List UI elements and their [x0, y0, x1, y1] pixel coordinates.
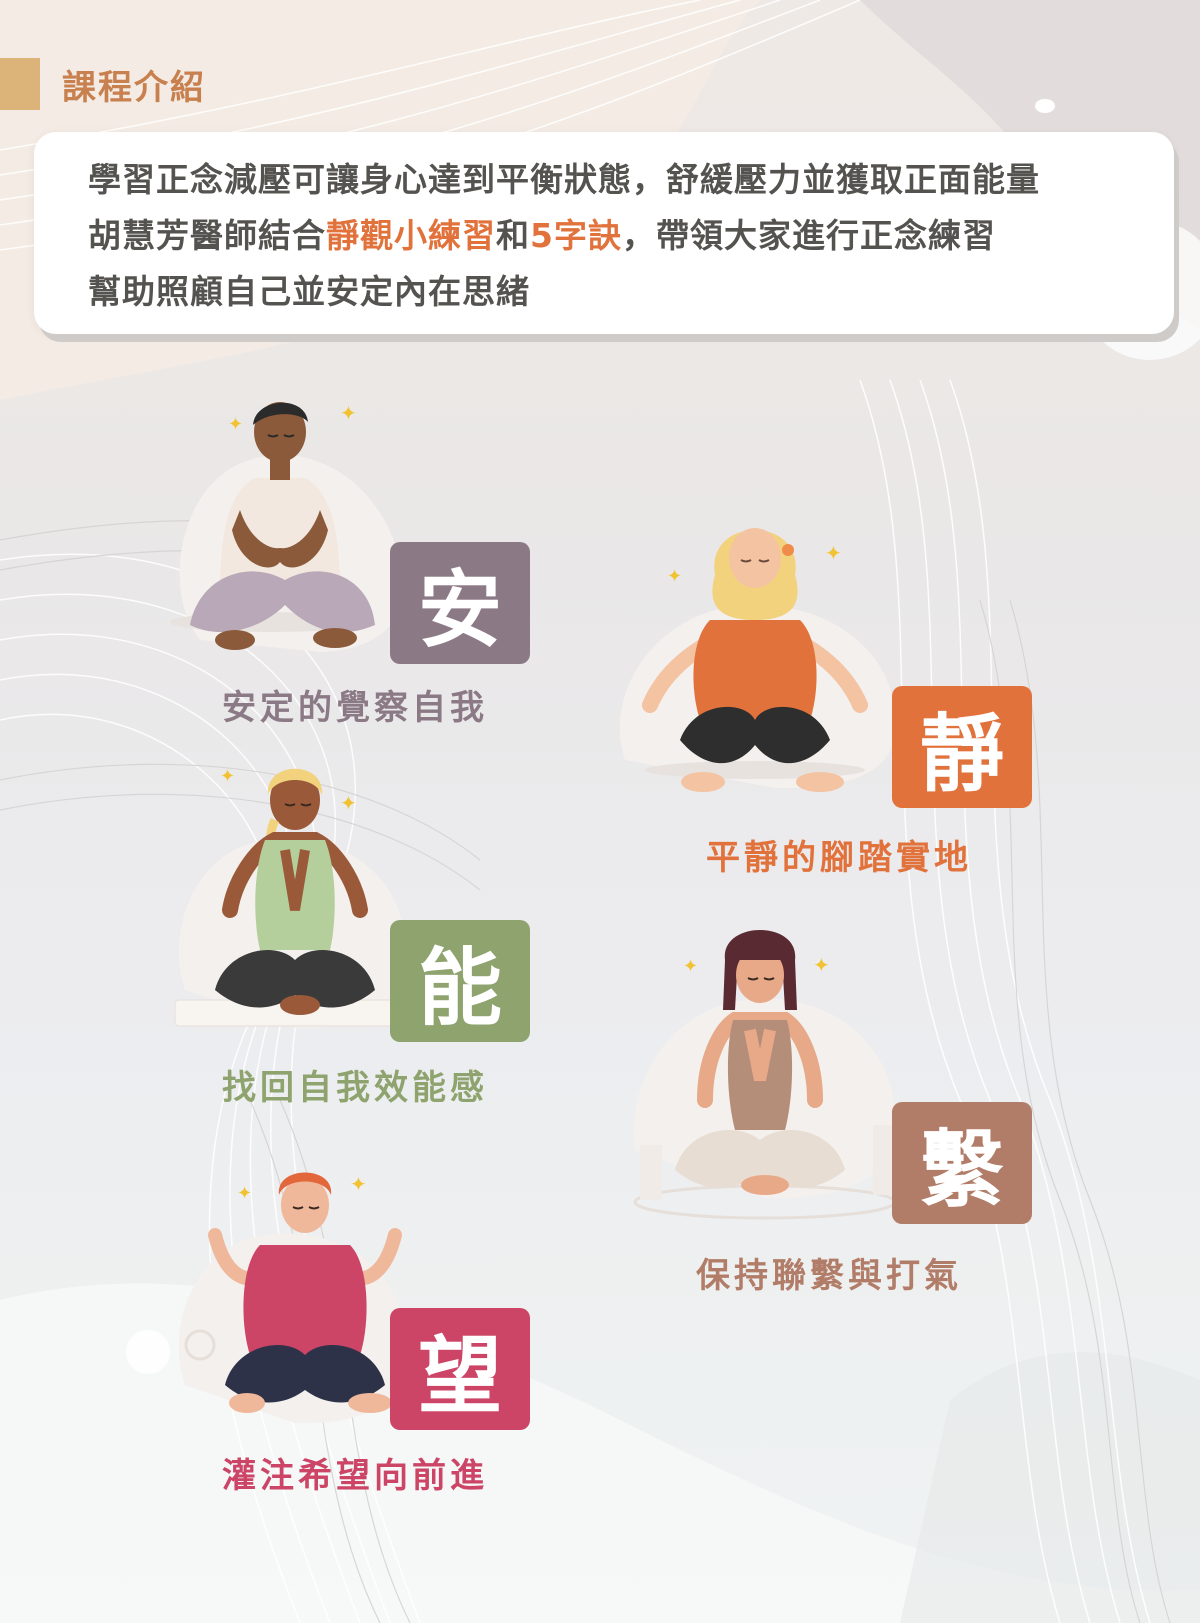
key-caption-wang: 灌注希望向前進: [222, 1456, 488, 1496]
svg-text:✦: ✦: [350, 1172, 367, 1196]
key-caption-xi: 保持聯繫與打氣: [696, 1256, 962, 1296]
intro-card: 學習正念減壓可讓身心達到平衡狀態，舒緩壓力並獲取正面能量 胡慧芳醫師結合靜觀小練…: [34, 132, 1174, 334]
key-badge-jing: 靜: [892, 686, 1032, 808]
svg-text:✦: ✦: [220, 766, 235, 787]
key-badge-wang: 望: [390, 1308, 530, 1430]
intro-highlight-practice: 靜觀小練習: [326, 216, 496, 255]
key-caption-an: 安定的覺察自我: [222, 688, 488, 728]
section-title: 課程介紹: [62, 67, 206, 108]
section-title-bar: [0, 58, 40, 110]
key-caption-neng: 找回自我效能感: [222, 1068, 488, 1108]
svg-text:✦: ✦: [340, 401, 357, 425]
svg-text:✦: ✦: [813, 953, 830, 977]
svg-text:✦: ✦: [228, 414, 243, 435]
svg-text:✦: ✦: [683, 956, 698, 977]
meditating-man-illustration: ✦ ✦: [170, 401, 404, 652]
key-badge-an: 安: [390, 542, 530, 664]
intro-text: ，帶領大家進行正念練習: [621, 216, 996, 255]
meditating-woman-bob-illustration: ✦ ✦: [633, 930, 897, 1220]
intro-line-3: 幫助照顧自己並安定內在思緒: [88, 272, 530, 311]
intro-text: 胡慧芳醫師結合: [88, 216, 326, 255]
meditating-man-redhead-illustration: ✦ ✦: [178, 1172, 405, 1424]
intro-text: 和: [496, 216, 530, 255]
svg-text:✦: ✦: [825, 541, 842, 565]
intro-line-2: 胡慧芳醫師結合靜觀小練習和5字訣，帶領大家進行正念練習: [88, 208, 1120, 264]
intro-highlight-formula: 5字訣: [530, 216, 622, 255]
meditating-woman-braid-illustration: ✦ ✦: [174, 766, 405, 1029]
svg-text:✦: ✦: [667, 566, 682, 587]
meditating-woman-blonde-illustration: ✦ ✦: [619, 528, 897, 792]
intro-line-1: 學習正念減壓可讓身心達到平衡狀態，舒緩壓力並獲取正面能量: [88, 160, 1040, 199]
key-badge-neng: 能: [390, 920, 530, 1042]
key-caption-jing: 平靜的腳踏實地: [706, 838, 972, 878]
svg-text:✦: ✦: [237, 1183, 252, 1204]
section-header: 課程介紹: [0, 58, 206, 110]
key-badge-xi: 繫: [892, 1102, 1032, 1224]
svg-text:✦: ✦: [340, 791, 357, 815]
